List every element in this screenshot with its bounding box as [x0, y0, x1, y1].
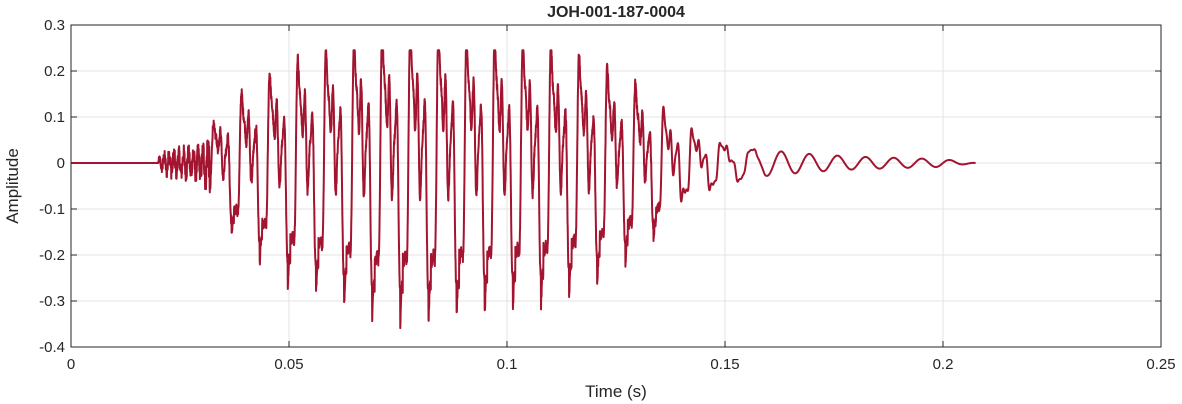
- waveform-series: [70, 49, 977, 330]
- y-tick-label: 0.3: [44, 17, 65, 34]
- y-tick-label: -0.4: [39, 339, 65, 356]
- x-tick-label: 0.1: [497, 356, 518, 373]
- x-tick-label: 0.05: [274, 356, 303, 373]
- x-tick-label: 0.15: [710, 356, 739, 373]
- chart-title: JOH-001-187-0004: [547, 4, 685, 21]
- waveform-line: [70, 49, 977, 330]
- y-tick-label: 0.2: [44, 63, 65, 80]
- x-axis-label: Time (s): [585, 382, 647, 401]
- axis-ticks: 0 0.05 0.1 0.15 0.2 0.25 -0.4 -0.3 -0.2 -0.1 0 0.1 0…: [39, 17, 1175, 373]
- y-tick-label: 0: [57, 155, 65, 172]
- y-tick-label: -0.3: [39, 293, 65, 310]
- y-tick-label: 0.1: [44, 109, 65, 126]
- x-tick-label: 0.2: [933, 356, 954, 373]
- plot-frame: [70, 24, 1162, 348]
- x-tick-label: 0.25: [1146, 356, 1175, 373]
- y-tick-label: -0.1: [39, 201, 65, 218]
- y-axis-label: Amplitude: [3, 148, 22, 224]
- y-tick-label: -0.2: [39, 247, 65, 264]
- x-tick-label: 0: [67, 356, 75, 373]
